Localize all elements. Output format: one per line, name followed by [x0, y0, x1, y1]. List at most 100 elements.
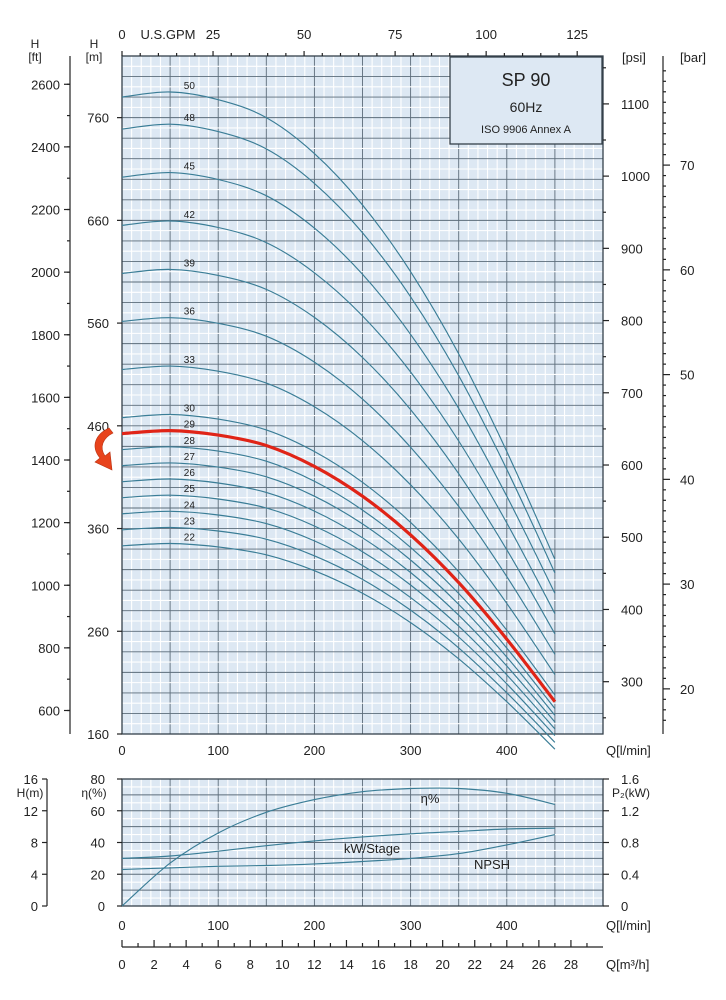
stage-curve-26: [121, 478, 556, 723]
ft-tick-label: 2400: [31, 140, 60, 155]
h-tick-label: 12: [24, 804, 38, 819]
ft-tick-label: 1200: [31, 516, 60, 531]
m3h-tick-label: 12: [307, 957, 321, 972]
stage-label-45: 45: [184, 162, 196, 173]
p2-axis-label: P₂(kW): [612, 786, 650, 800]
frequency-label: 60Hz: [510, 99, 543, 115]
h-tick-label: 0: [31, 899, 38, 914]
stage-curve-24: [121, 510, 556, 736]
stage-label-26: 26: [184, 468, 196, 479]
lower-x-tick-label: 100: [207, 918, 229, 933]
curved-arrow-icon: [94, 427, 114, 471]
m3h-tick-label: 24: [500, 957, 514, 972]
flow-m3h-axis: 0 2 4 6 8 10 12 14 16 18 20 22 24 26 28 Q[m³/h]: [118, 940, 649, 972]
psi-tick-label: 1100: [621, 97, 649, 112]
head-flow-chart: 0 100 200 300 400 Q[l/min]1602603604605606607…: [28, 27, 706, 758]
ft-axis-label: H: [31, 37, 40, 51]
stage-label-29: 29: [184, 420, 196, 431]
psi-tick-label: 300: [621, 675, 643, 690]
title-box: SP 90 60Hz ISO 9906 Annex A: [449, 56, 603, 145]
ft-tick-label: 1600: [31, 390, 60, 405]
y-axis-unit: [m]: [86, 50, 103, 64]
stage-label-33: 33: [184, 355, 196, 366]
stage-label-27: 27: [184, 452, 196, 463]
stage-label-25: 25: [184, 484, 196, 495]
eta-tick-label: 60: [91, 804, 105, 819]
y-tick-label: 660: [87, 213, 109, 228]
series-kwstage-line: [121, 827, 555, 859]
stage-label-39: 39: [184, 258, 196, 269]
standard-label: ISO 9906 Annex A: [481, 124, 572, 136]
gpm-tick-label: 0: [118, 27, 125, 42]
y-tick-label: 160: [87, 727, 109, 742]
stage-curve-39: [121, 268, 556, 635]
series-npsh-line: [121, 834, 556, 871]
gpm-tick-label: 125: [566, 27, 588, 42]
psi-tick-label: 500: [621, 530, 643, 545]
ft-tick-label: 1400: [31, 453, 60, 468]
m3h-tick-label: 2: [150, 957, 157, 972]
ft-tick-label: 1800: [31, 328, 60, 343]
lower-x-tick-label: 200: [304, 918, 326, 933]
gpm-axis-label: U.S.GPM: [141, 27, 196, 42]
h-tick-label: 8: [31, 836, 38, 851]
ft-tick-label: 2000: [31, 265, 60, 280]
p2-tick-label: 0.4: [621, 867, 639, 882]
y-tick-label: 560: [87, 316, 109, 331]
x-tick-label: 400: [496, 743, 518, 758]
stage-curve-33: [121, 365, 556, 675]
stage-label-28: 28: [184, 436, 196, 447]
stage-curve-27: [121, 462, 556, 716]
lower-x-tick-label: 400: [496, 918, 518, 933]
bar-tick-label: 40: [680, 472, 694, 487]
bar-axis-label: [bar]: [680, 50, 706, 65]
stage-curve-28: [121, 446, 556, 709]
y-tick-label: 760: [87, 111, 109, 126]
m3h-tick-label: 18: [403, 957, 417, 972]
lower-x-tick-label: 0: [118, 918, 125, 933]
gpm-tick-label: 50: [297, 27, 311, 42]
m3h-tick-label: 4: [183, 957, 190, 972]
m3h-tick-label: 26: [532, 957, 546, 972]
ft-tick-label: 600: [38, 703, 60, 718]
stage-label-23: 23: [184, 516, 196, 527]
x-axis-label: Q[l/min]: [606, 743, 651, 758]
h-tick-label: 16: [24, 772, 38, 787]
stage-label-22: 22: [184, 533, 196, 544]
eta-tick-label: 80: [91, 772, 105, 787]
eta-tick-label: 0: [98, 899, 105, 914]
psi-tick-label: 1000: [621, 169, 650, 184]
gpm-tick-label: 25: [206, 27, 220, 42]
gpm-tick-label: 75: [388, 27, 402, 42]
series-label: NPSH: [474, 857, 510, 872]
psi-tick-label: 900: [621, 241, 643, 256]
p2-tick-label: 0.8: [621, 836, 639, 851]
stage-curve-29: [121, 428, 557, 703]
m3h-tick-label: 20: [435, 957, 449, 972]
ft-tick-label: 1000: [31, 578, 60, 593]
y-tick-label: 360: [87, 522, 109, 537]
m3h-tick-label: 28: [564, 957, 578, 972]
y-tick-label: 260: [87, 624, 109, 639]
stage-label-50: 50: [184, 81, 196, 92]
p2-tick-label: 0: [621, 899, 628, 914]
p2-tick-label: 1.2: [621, 804, 639, 819]
x-tick-label: 300: [400, 743, 422, 758]
y-axis-label: H: [90, 37, 99, 51]
stage-label-24: 24: [184, 500, 196, 511]
x-tick-label: 200: [304, 743, 326, 758]
stage-curve-25: [121, 494, 556, 730]
stage-label-42: 42: [184, 210, 196, 221]
stage-curve-22: [121, 542, 556, 750]
psi-tick-label: 600: [621, 458, 643, 473]
eta-tick-label: 40: [91, 836, 105, 851]
psi-tick-label: 400: [621, 602, 643, 617]
eta-tick-label: 20: [91, 867, 105, 882]
stage-curve-30: [121, 413, 556, 696]
ft-tick-label: 2600: [31, 77, 60, 92]
series-label: η%: [421, 791, 440, 806]
stage-curve-42: [121, 220, 556, 614]
ft-axis-unit: [ft]: [28, 50, 41, 64]
lower-x-axis-label: Q[l/min]: [606, 918, 651, 933]
